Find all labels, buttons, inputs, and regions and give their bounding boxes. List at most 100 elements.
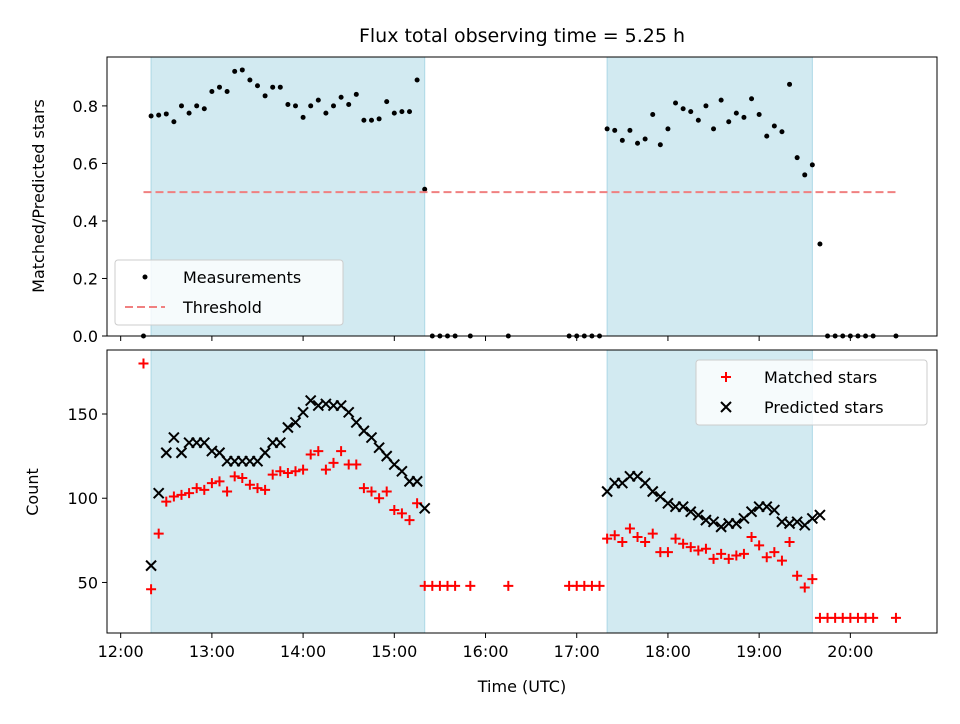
matched-point bbox=[168, 491, 179, 502]
measurement-point bbox=[247, 77, 253, 83]
matched-point bbox=[161, 496, 172, 507]
measurement-point bbox=[346, 101, 352, 107]
measurement-point bbox=[650, 112, 656, 118]
predicted-point bbox=[160, 447, 172, 459]
matched-point bbox=[754, 540, 765, 551]
predicted-point bbox=[647, 485, 659, 498]
matched-point bbox=[199, 484, 210, 495]
matched-point bbox=[647, 528, 658, 539]
predicted-point bbox=[297, 406, 309, 419]
matched-point bbox=[738, 548, 749, 559]
measurement-point bbox=[331, 103, 337, 109]
matched-point bbox=[358, 483, 369, 494]
measurement-point bbox=[688, 109, 694, 115]
measurement-point bbox=[178, 103, 184, 109]
measurement-point bbox=[323, 110, 329, 116]
legend-label: Predicted stars bbox=[764, 398, 884, 417]
predicted-point bbox=[282, 421, 294, 434]
matched-point bbox=[252, 483, 263, 494]
matched-point bbox=[769, 547, 780, 558]
measurement-point bbox=[361, 117, 367, 123]
matched-point bbox=[746, 531, 757, 542]
measurement-point bbox=[695, 117, 701, 123]
matched-point bbox=[313, 446, 324, 457]
measurement-point bbox=[232, 68, 238, 74]
matched-point bbox=[761, 552, 772, 563]
matched-point bbox=[298, 464, 309, 475]
measurement-point bbox=[239, 67, 245, 73]
predicted-point bbox=[411, 475, 423, 488]
matched-point bbox=[700, 543, 711, 554]
matched-point bbox=[404, 515, 415, 526]
measurement-point bbox=[270, 84, 276, 90]
top-axes-frame bbox=[106, 56, 938, 337]
matched-point bbox=[723, 553, 734, 564]
panel-count: 12:00 13:00 14:00 15:00 16:00 17:00 18:00 19:00… bbox=[23, 349, 938, 661]
matched-point bbox=[267, 469, 278, 480]
matched-point bbox=[792, 570, 803, 581]
measurement-point bbox=[391, 110, 397, 116]
matched-point bbox=[214, 476, 225, 487]
measurement-point bbox=[148, 113, 154, 119]
measurement-point bbox=[604, 126, 610, 132]
legend-cross-icon bbox=[720, 401, 732, 413]
y-tick-label: 0.8 bbox=[73, 97, 98, 116]
measurement-point bbox=[300, 114, 306, 120]
matched-point bbox=[290, 466, 301, 477]
panel-ratio: 0.00.20.40.60.8 Matched/Predicted stars … bbox=[29, 56, 938, 346]
measurement-point bbox=[619, 137, 625, 143]
x-axis-label: Time (UTC) bbox=[477, 677, 566, 696]
top-ylabel: Matched/Predicted stars bbox=[29, 99, 48, 293]
x-tick-label: 16:00 bbox=[462, 642, 508, 661]
chart-title: Flux total observing time = 5.25 h bbox=[359, 25, 685, 47]
matched-point bbox=[138, 358, 149, 369]
matched-point bbox=[229, 471, 240, 482]
measurement-point bbox=[657, 142, 663, 148]
x-tick-label: 14:00 bbox=[280, 642, 326, 661]
matched-point bbox=[328, 457, 339, 468]
measurement-point bbox=[711, 126, 717, 132]
matched-point bbox=[807, 574, 818, 585]
predicted-point bbox=[768, 504, 781, 516]
matched-point bbox=[184, 488, 195, 499]
matched-point bbox=[503, 580, 514, 591]
measurement-point bbox=[733, 110, 739, 116]
measurement-point bbox=[749, 96, 755, 102]
matched-point bbox=[191, 483, 202, 494]
predicted-point bbox=[707, 516, 720, 528]
x-tick-label: 12:00 bbox=[98, 642, 144, 661]
measurement-point bbox=[216, 84, 222, 90]
matched-point bbox=[260, 484, 271, 495]
matched-point bbox=[336, 446, 347, 457]
matched-point bbox=[685, 542, 696, 553]
y-tick-label: 150 bbox=[67, 405, 98, 424]
predicted-point bbox=[692, 509, 705, 521]
measurement-point bbox=[338, 94, 344, 100]
matched-point bbox=[305, 449, 316, 460]
predicted-point bbox=[175, 447, 188, 459]
measurement-point bbox=[156, 112, 162, 118]
y-tick-label: 0.6 bbox=[73, 154, 98, 173]
measurement-point bbox=[277, 84, 283, 90]
matched-point bbox=[206, 478, 217, 489]
matched-point bbox=[784, 537, 795, 548]
measurement-point bbox=[741, 114, 747, 120]
predicted-point bbox=[168, 431, 180, 444]
predicted-point bbox=[806, 512, 819, 525]
measurement-point bbox=[353, 91, 359, 97]
predicted-point bbox=[814, 509, 826, 521]
measurement-point bbox=[376, 116, 382, 122]
measurement-point bbox=[292, 103, 298, 109]
x-tick-label: 17:00 bbox=[554, 642, 600, 661]
predicted-point bbox=[274, 436, 287, 449]
measurement-point bbox=[308, 103, 314, 109]
x-tick-label: 13:00 bbox=[189, 642, 235, 661]
measurement-point bbox=[194, 103, 200, 109]
matched-point bbox=[662, 547, 673, 558]
legend-label: Matched stars bbox=[764, 368, 877, 387]
measurement-point bbox=[224, 89, 230, 95]
x-tick-label: 19:00 bbox=[736, 642, 782, 661]
measurement-point bbox=[680, 106, 686, 112]
predicted-point bbox=[152, 487, 165, 499]
